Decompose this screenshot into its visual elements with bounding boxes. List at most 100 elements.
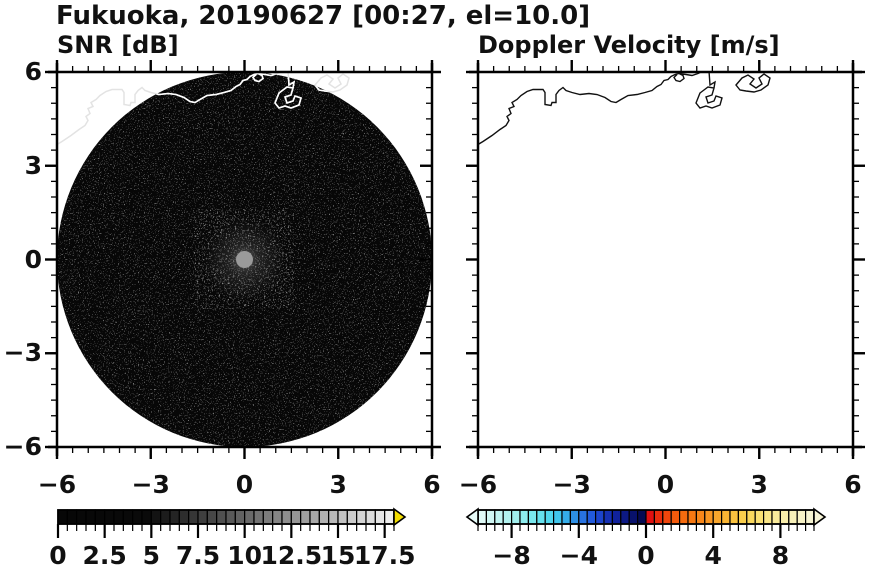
coastline-path <box>478 72 771 146</box>
colorbar-over-arrow <box>393 507 407 527</box>
colorbar-cell <box>356 509 367 525</box>
colorbar-cell <box>552 509 563 525</box>
colorbar-cell <box>141 509 152 525</box>
colorbar-tick-label: 5 <box>142 541 161 570</box>
colorbar-cell <box>66 509 78 525</box>
x-tick-label: 6 <box>423 470 441 499</box>
colorbar-cell <box>754 509 765 525</box>
colorbar-cell <box>729 509 739 525</box>
colorbar-cell <box>653 509 664 525</box>
colorbar-cell <box>57 509 68 525</box>
colorbar-cell <box>197 509 208 525</box>
colorbar-cell <box>594 509 605 525</box>
y-tick-label: 3 <box>24 150 42 180</box>
colorbar-tick-label: 0 <box>49 541 67 570</box>
colorbar-cell <box>337 509 348 525</box>
colorbar-cell <box>234 509 246 525</box>
colorbar-over-arrow <box>813 507 827 527</box>
colorbar-cell <box>206 509 218 525</box>
colorbar-cell <box>365 509 376 525</box>
colorbar-cell <box>76 509 87 525</box>
colorbar-tick-label: 7.5 <box>175 541 221 570</box>
colorbar-cell <box>300 509 311 525</box>
colorbar-cell <box>188 509 199 525</box>
colorbar-cell <box>346 509 358 525</box>
colorbar-cell <box>712 509 723 525</box>
colorbar-cell <box>636 509 647 525</box>
colorbar-cell <box>519 509 529 525</box>
colorbar-under-arrow <box>465 507 479 527</box>
colorbar-tick-label: 17.5 <box>353 541 416 570</box>
y-tick-label: 6 <box>24 57 42 86</box>
colorbar-cell <box>178 509 190 525</box>
velocity-field <box>478 72 853 447</box>
colorbar-tick-label: −8 <box>492 541 531 570</box>
colorbar-cell <box>384 509 395 525</box>
colorbar-cell <box>796 509 807 525</box>
colorbar-cell <box>485 509 496 525</box>
colorbar-cell <box>695 509 706 525</box>
colorbar-cell <box>169 509 180 525</box>
colorbar-tick-label: 2.5 <box>82 541 127 570</box>
x-tick-label: −3 <box>552 470 591 499</box>
plot-title: Fukuoka, 20190627 [00:27, el=10.0] <box>56 1 591 31</box>
colorbar-tick-label: 15 <box>320 541 356 570</box>
colorbar-cell <box>225 509 236 525</box>
colorbar-cell <box>687 509 697 525</box>
colorbar-tick-label: 12.5 <box>260 541 323 570</box>
colorbar-tick-label: −4 <box>559 541 598 570</box>
colorbar-cell <box>281 509 292 525</box>
colorbar-cell <box>309 509 320 525</box>
colorbar-cell <box>746 509 756 525</box>
y-tick-label: −3 <box>3 338 42 368</box>
colorbar-cell <box>762 509 773 525</box>
colorbar-cell <box>94 509 106 525</box>
colorbar-cell <box>113 509 124 525</box>
colorbar-cell <box>569 509 580 525</box>
colorbar-cell <box>670 509 681 525</box>
colorbar-cell <box>104 509 115 525</box>
snr-panel <box>57 72 432 447</box>
colorbar-cell <box>771 509 781 525</box>
velocity-panel <box>478 72 853 447</box>
colorbar-tick-label: 8 <box>771 541 790 570</box>
colorbar-cell <box>374 509 386 525</box>
colorbar-cell <box>85 509 96 525</box>
snr-panel-title: SNR [dB] <box>57 31 179 59</box>
colorbar-cell <box>318 509 330 525</box>
colorbar-cell <box>779 509 790 525</box>
colorbar-cell <box>662 509 672 525</box>
panel-frames <box>45 60 865 459</box>
colorbar-tick-label: 4 <box>704 541 722 570</box>
colorbar-cell <box>704 509 714 525</box>
colorbar-cell <box>253 509 264 525</box>
colorbar-cell <box>262 509 274 525</box>
y-tick-label: −6 <box>3 432 42 461</box>
colorbar-cell <box>272 509 283 525</box>
colorbar-cell <box>328 509 339 525</box>
colorbar-cell <box>561 509 571 525</box>
colorbar-cell <box>737 509 748 525</box>
colorbar-cell <box>603 509 613 525</box>
y-tick-label: 0 <box>24 244 42 274</box>
velocity-panel-title: Doppler Velocity [m/s] <box>478 31 780 59</box>
x-tick-label: 0 <box>235 470 254 499</box>
colorbar-cell <box>678 509 689 525</box>
x-tick-label: 0 <box>656 470 675 499</box>
colorbar-cell <box>804 509 815 525</box>
velocity-colorbar <box>465 507 827 538</box>
x-tick-label: −6 <box>458 470 498 499</box>
colorbar-cell <box>788 509 798 525</box>
x-tick-label: −3 <box>131 470 170 499</box>
colorbar-cell <box>244 509 255 525</box>
snr-colorbar <box>56 507 407 538</box>
colorbar-cell <box>586 509 597 525</box>
colorbar-cell <box>150 509 162 525</box>
x-tick-label: 3 <box>750 470 768 499</box>
colorbar-cell <box>122 509 134 525</box>
colorbar-tick-label: 0 <box>637 541 655 570</box>
colorbar-cell <box>720 509 731 525</box>
colorbar-cell <box>544 509 555 525</box>
colorbar-cell <box>527 509 538 525</box>
